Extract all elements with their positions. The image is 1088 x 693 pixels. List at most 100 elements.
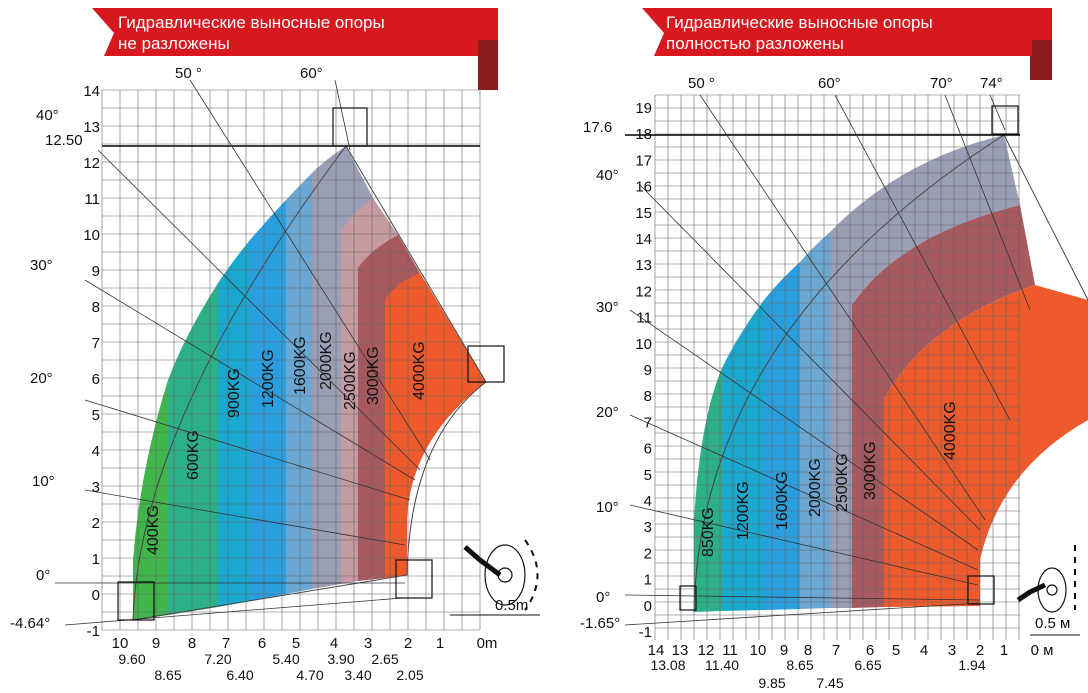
- zone-label-3000kg: 3000KG: [365, 346, 382, 405]
- right-scale-label: 0.5 м: [1035, 615, 1070, 632]
- zone-400kg: [133, 380, 168, 620]
- left-banner: [92, 8, 498, 56]
- y-label: 19: [635, 100, 652, 117]
- right-title-line2: полностью разложены: [666, 34, 844, 53]
- x-distance-label: 9.60: [118, 651, 145, 667]
- x-label: 6: [258, 635, 266, 652]
- y-label: 8: [92, 299, 100, 316]
- x-label: 1: [1000, 642, 1008, 659]
- x-distance-label: 7.45: [816, 675, 843, 691]
- zone-600kg: [168, 283, 218, 615]
- zone-label-1600kg: 1600KG: [292, 336, 309, 395]
- y-label: 5: [644, 467, 652, 484]
- rzone-label-850kg: 850KG: [700, 507, 717, 557]
- left-angle-labels: 50 ° 60° 40° 30° 20° 10° 0° -4.64° 12.50: [10, 65, 323, 632]
- right-zone-labels: 850KG 1200KG 1600KG 2000KG 2500KG 3000KG…: [700, 401, 959, 557]
- angle-0: 0°: [36, 567, 50, 584]
- left-x-distance-labels: 9.60 8.65 7.206.40 5.404.703.903.402.652.05: [118, 651, 423, 683]
- rzone-label-4000kg: 4000KG: [942, 401, 959, 460]
- y-label: 6: [644, 441, 652, 458]
- rzone-label-1200kg: 1200KG: [735, 481, 752, 540]
- zone-2500kg: [341, 198, 398, 584]
- y-label: 11: [636, 310, 652, 327]
- angle-60: 60°: [300, 65, 323, 82]
- x-label: 3: [364, 635, 372, 652]
- right-banner: [642, 8, 1052, 56]
- rzone-2000kg: [800, 232, 830, 609]
- left-title-line2: не разложены: [118, 34, 230, 53]
- y-label: 11: [84, 191, 100, 208]
- y-label: 0: [92, 587, 100, 604]
- left-grid: [101, 89, 481, 631]
- y-label: 14: [83, 83, 100, 100]
- zone-label-1200kg: 1200KG: [260, 349, 277, 408]
- x-label: 7: [832, 642, 840, 659]
- zone-label-900kg: 900KG: [226, 368, 243, 418]
- zone-1600kg: [286, 173, 312, 594]
- x-label: 5: [892, 642, 900, 659]
- x-distance-label: 7.20: [204, 651, 231, 667]
- right-max-height: 17.6: [583, 119, 612, 136]
- left-telehandler-icon: [117, 107, 539, 621]
- x-label: 4: [920, 642, 928, 659]
- left-max-height: 12.50: [45, 132, 83, 149]
- rangle-50: 50 °: [688, 75, 715, 92]
- zone-900kg: [218, 240, 250, 607]
- x-label: 14: [648, 642, 665, 659]
- right-x-distance-labels: 13.08 11.40 9.858.657.45 6.65 1.94: [650, 657, 985, 691]
- x-label: 12: [698, 642, 715, 659]
- rangle-minus: -1.65°: [580, 615, 620, 632]
- y-label: 9: [644, 362, 652, 379]
- x-distance-label: 13.08: [650, 657, 685, 673]
- rangle-30: 30°: [596, 299, 619, 316]
- angle-20: 20°: [30, 370, 53, 387]
- zone-1200kg: [250, 200, 286, 601]
- zone-label-2000kg: 2000KG: [318, 331, 335, 390]
- left-x-axis-labels: 10 9 8 7 6 5 4 3 2 1 0m: [112, 635, 498, 652]
- left-angle-lines: [55, 79, 431, 626]
- rangle-74: 74°: [980, 75, 1003, 92]
- x-label: 2: [404, 635, 412, 652]
- x-label: 4: [330, 635, 338, 652]
- zone-3000kg: [358, 235, 420, 581]
- x-label: 9: [152, 635, 160, 652]
- y-label: 1: [92, 551, 100, 568]
- y-label: 8: [644, 388, 652, 405]
- left-load-zones: [132, 145, 487, 621]
- y-label: 3: [92, 479, 100, 496]
- y-label: 3: [644, 519, 652, 536]
- rzone-label-3000kg: 3000KG: [862, 441, 879, 500]
- y-label: 6: [92, 371, 100, 388]
- y-label: 13: [83, 119, 100, 136]
- y-label: 18: [635, 126, 652, 143]
- x-distance-label: 3.90: [327, 651, 354, 667]
- zone-4000kg: [385, 273, 486, 578]
- left-load-chart: Гидравлические выносные опоры не разложе…: [10, 8, 540, 683]
- y-label: 12: [83, 155, 100, 172]
- angle-30: 30°: [30, 257, 53, 274]
- y-label: 10: [635, 336, 652, 353]
- angle-10: 10°: [32, 473, 55, 490]
- rangle-0: 0°: [596, 589, 610, 606]
- y-label: -1: [639, 624, 652, 641]
- right-telehandler-icon: [679, 105, 1076, 613]
- y-label: 1: [644, 572, 652, 589]
- x-distance-label: 2.65: [371, 651, 398, 667]
- angle-40: 40°: [36, 107, 59, 124]
- rangle-70: 70°: [930, 75, 953, 92]
- x-label: 0 м: [1031, 642, 1054, 659]
- rangle-40: 40°: [596, 167, 619, 184]
- x-distance-label: 3.40: [344, 667, 371, 683]
- x-distance-label: 5.40: [272, 651, 299, 667]
- y-label: 12: [635, 283, 652, 300]
- y-label: 4: [644, 493, 652, 510]
- y-label: 7: [644, 414, 652, 431]
- left-zone-labels: 400KG 600KG 900KG 1200KG 1600KG 2000KG 2…: [145, 331, 428, 555]
- zone-label-600kg: 600KG: [185, 430, 202, 480]
- rzone-850kg: [694, 368, 722, 612]
- x-distance-label: 11.40: [705, 657, 739, 673]
- x-label: 7: [222, 635, 230, 652]
